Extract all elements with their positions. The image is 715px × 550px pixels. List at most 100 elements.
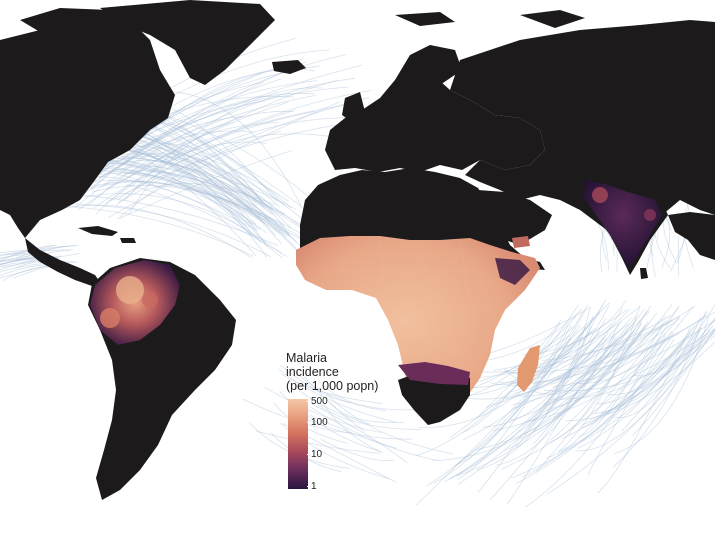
storm-track <box>533 326 645 432</box>
storm-track <box>0 245 54 262</box>
storm-track <box>558 304 641 452</box>
legend-tick-10: 10 <box>306 449 323 460</box>
storm-track <box>320 439 394 461</box>
storm-track <box>613 316 709 454</box>
storm-track <box>504 316 594 451</box>
storm-track <box>508 318 594 393</box>
storm-track <box>634 330 715 377</box>
storm-track <box>321 401 384 454</box>
legend: Malaria incidence (per 1,000 popn) 500 1… <box>286 351 396 492</box>
central-america <box>25 238 100 286</box>
storm-track <box>589 334 715 420</box>
storm-track <box>108 101 340 219</box>
storm-track <box>550 323 643 385</box>
storm-track <box>457 315 637 485</box>
storm-track <box>0 249 46 254</box>
storm-track <box>418 311 584 429</box>
storm-track <box>85 130 253 194</box>
storm-track <box>77 180 257 232</box>
storm-track <box>557 339 675 452</box>
legend-tick-1: 1 <box>307 481 317 492</box>
storm-track <box>473 306 640 373</box>
storm-track <box>93 109 296 208</box>
legend-color-bar <box>288 399 308 489</box>
storm-track <box>501 306 694 470</box>
british-isles <box>342 92 365 122</box>
storm-track <box>498 323 629 384</box>
storm-track <box>415 336 582 506</box>
storm-track <box>577 304 715 449</box>
storm-track <box>517 331 629 397</box>
legend-title: Malaria incidence (per 1,000 popn) <box>286 351 396 393</box>
storm-track <box>90 78 282 191</box>
storm-track <box>596 330 695 404</box>
storm-track <box>546 328 715 495</box>
europe <box>325 70 545 172</box>
storm-track <box>0 263 48 277</box>
storm-track <box>581 336 666 428</box>
amazon-hotspot-1 <box>116 276 144 304</box>
storm-track <box>92 185 308 238</box>
storm-track <box>124 87 323 201</box>
storm-track <box>536 324 646 472</box>
storm-track <box>255 430 381 454</box>
yemen-incidence <box>512 236 530 248</box>
storm-track <box>547 338 686 400</box>
storm-track <box>492 320 666 431</box>
storm-track <box>449 331 634 479</box>
madagascar <box>517 345 540 392</box>
storm-track <box>522 307 679 478</box>
storm-track <box>112 169 312 236</box>
storm-track <box>15 244 79 259</box>
storm-track <box>463 326 587 440</box>
hispaniola <box>120 238 136 243</box>
arabian-peninsula <box>478 190 552 245</box>
storm-track <box>527 330 673 422</box>
storm-track <box>317 404 422 430</box>
storm-track <box>525 338 660 508</box>
storm-track <box>116 54 347 170</box>
storm-track <box>587 333 674 475</box>
storm-track <box>281 373 383 404</box>
storm-track <box>110 86 349 158</box>
greenland <box>100 0 275 85</box>
legend-title-line-2: incidence <box>286 365 339 379</box>
country-borders <box>330 239 496 341</box>
storm-track <box>104 90 372 205</box>
storm-track <box>117 117 373 201</box>
iceland <box>272 60 306 74</box>
north-america <box>0 20 175 238</box>
africa <box>296 236 540 425</box>
storm-track <box>594 305 680 414</box>
storm-track <box>543 315 666 405</box>
storm-track <box>546 327 703 459</box>
legend-title-line-1: Malaria <box>286 351 327 365</box>
india-hotspot-2 <box>644 209 656 221</box>
storm-track <box>298 389 370 425</box>
incidence-overlay <box>90 180 662 385</box>
storm-track <box>303 376 366 433</box>
storm-track <box>84 115 243 185</box>
storm-track <box>553 316 681 388</box>
storm-track <box>478 315 671 379</box>
storm-track <box>454 324 569 466</box>
storm-track <box>309 414 397 449</box>
storm-track <box>277 368 397 423</box>
storm-track <box>431 337 620 462</box>
storm-track <box>490 336 617 500</box>
storm-track <box>0 255 62 265</box>
svalbard <box>520 10 585 28</box>
storm-track <box>485 319 672 408</box>
storm-track <box>510 336 615 421</box>
storm-track <box>128 111 293 215</box>
storm-track <box>98 64 363 171</box>
storm-track <box>591 316 702 415</box>
storm-track <box>612 311 707 468</box>
legend-tick-100: 100 <box>307 417 328 428</box>
storm-track <box>582 310 709 425</box>
southern-africa <box>398 372 470 425</box>
storm-track <box>98 165 299 253</box>
storm-track <box>95 141 266 215</box>
storm-track <box>94 155 275 216</box>
